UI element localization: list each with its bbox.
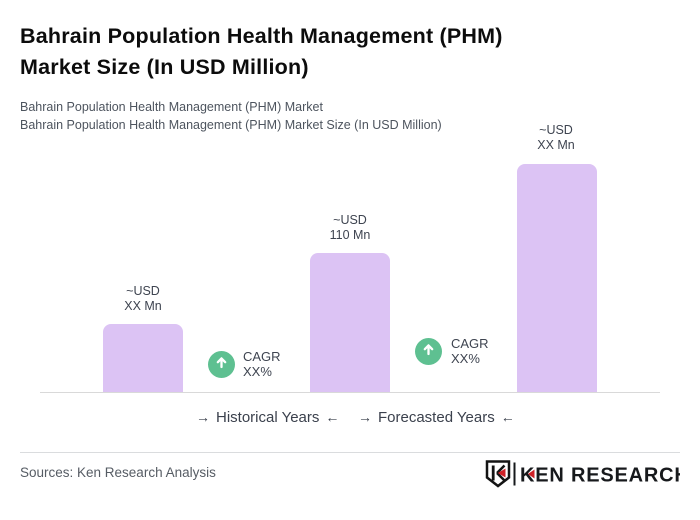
- footer-divider: [20, 452, 680, 453]
- ken-research-logo-graphic: KEN RESEARCH: [485, 460, 689, 488]
- legend-historical-years: → Historical Years ←: [196, 409, 339, 426]
- chart-subtitle-line-1: Bahrain Population Health Management (PH…: [20, 100, 323, 114]
- cagr-text-2: CAGR XX%: [451, 336, 489, 366]
- sources-text: Sources: Ken Research Analysis: [20, 465, 216, 480]
- cagr-badge-2: [415, 338, 442, 365]
- bar-forecasted: [517, 164, 597, 392]
- right-arrow-icon: →: [196, 409, 210, 425]
- cagr-text-1: CAGR XX%: [243, 349, 281, 379]
- cagr1-line2: XX%: [243, 363, 272, 379]
- bar-current: [310, 253, 390, 392]
- page-title-line-2: Market Size (In USD Million): [20, 55, 309, 79]
- ken-research-logo: KEN RESEARCH: [484, 459, 689, 490]
- cagr-badge-1: [208, 351, 235, 378]
- cagr2-line2: XX%: [451, 350, 480, 366]
- logo-red-triangle-icon: [497, 468, 506, 478]
- chart-subtitle: Bahrain Population Health Management (PH…: [20, 98, 660, 134]
- bar1-label-line2: XX Mn: [124, 298, 162, 313]
- page-title: Bahrain Population Health Management (PH…: [20, 21, 660, 83]
- legend-forecasted-years: → Forecasted Years ←: [358, 409, 515, 426]
- up-arrow-icon: [214, 355, 229, 375]
- right-arrow-icon: →: [358, 409, 372, 425]
- bar2-label-line1: ~USD: [333, 213, 367, 227]
- bar3-label-line2: XX Mn: [537, 137, 575, 152]
- bar1-label-line1: ~USD: [126, 284, 160, 298]
- bar-value-label-historical: ~USD XX Mn: [83, 284, 203, 313]
- page-title-line-1: Bahrain Population Health Management (PH…: [20, 24, 503, 48]
- cagr1-line1: CAGR: [243, 349, 281, 364]
- x-axis-baseline: [40, 392, 660, 393]
- up-arrow-icon: [421, 342, 436, 362]
- bar-value-label-forecasted: ~USD XX Mn: [496, 123, 616, 152]
- bar2-label-line2: 110 Mn: [329, 227, 371, 242]
- left-arrow-icon: ←: [500, 409, 515, 425]
- legend-forecasted-label: Forecasted Years: [378, 409, 495, 426]
- bar-value-label-current: ~USD 110 Mn: [290, 213, 410, 242]
- chart-subtitle-line-2: Bahrain Population Health Management (PH…: [20, 118, 442, 132]
- wordmark-red-triangle-icon: [528, 469, 535, 479]
- left-arrow-icon: ←: [325, 409, 340, 425]
- cagr2-line1: CAGR: [451, 336, 489, 351]
- bar-historical: [103, 324, 183, 392]
- bar3-label-line1: ~USD: [539, 123, 573, 137]
- legend-historical-label: Historical Years: [216, 409, 320, 426]
- logo-separator: [513, 462, 516, 486]
- logo-wordmark: KEN RESEARCH: [520, 465, 680, 487]
